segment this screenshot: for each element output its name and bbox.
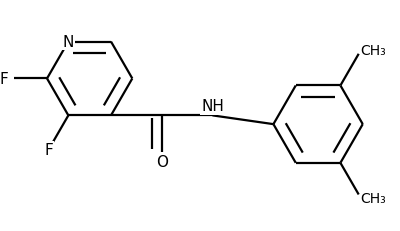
Text: CH₃: CH₃ [361,191,386,205]
Text: N: N [63,34,74,49]
Text: F: F [44,143,53,158]
Text: F: F [0,72,8,87]
Text: CH₃: CH₃ [361,44,386,58]
Text: NH: NH [201,99,224,114]
Text: O: O [156,154,168,169]
